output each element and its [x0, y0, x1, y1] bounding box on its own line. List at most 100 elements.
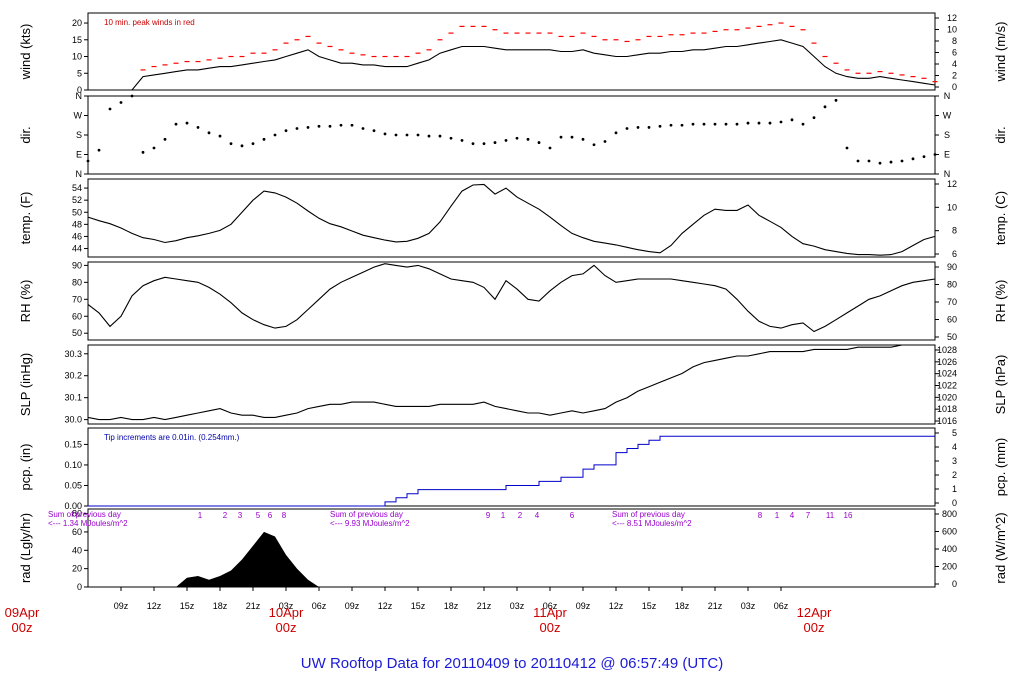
- radiation-hour-marker: 9: [486, 511, 491, 520]
- panel-pcp: pcp. (in) pcp. (mm) 0.00 0.05 0.10 0.15 0 1 2 3 4 5…: [18, 427, 1008, 511]
- y-tick-label-right: 70: [947, 297, 957, 307]
- dir-point: [207, 131, 211, 135]
- y-tick-label: 90: [72, 260, 82, 270]
- y-tick-label: 46: [72, 231, 82, 241]
- y-tick-label: 20: [72, 564, 82, 574]
- y-tick-label: 40: [72, 545, 82, 555]
- dir-point: [119, 101, 123, 104]
- y-tick-label: 15: [72, 35, 82, 45]
- dir-point: [548, 146, 552, 150]
- dir-point: [372, 129, 376, 133]
- day-label-hour: 00z: [540, 620, 561, 635]
- radiation-hour-marker: 1: [775, 511, 780, 520]
- x-tick-label: 06z: [774, 601, 789, 611]
- y-tick-label: 50: [72, 207, 82, 217]
- y-tick-label-right: 5: [952, 428, 957, 438]
- radiation-hour-marker: 8: [758, 511, 763, 520]
- y-tick-label: 30.3: [64, 349, 82, 359]
- y-tick-label-right: 10: [947, 202, 957, 212]
- dir-point: [713, 122, 717, 126]
- x-tick-label: 15z: [411, 601, 426, 611]
- dir-point: [724, 122, 728, 126]
- day-label-hour: 00z: [12, 620, 33, 635]
- dir-point: [108, 107, 112, 111]
- x-tick-label: 06z: [543, 601, 558, 611]
- y-tick-label-right: 1020: [937, 392, 957, 402]
- dir-point: [317, 124, 321, 128]
- dir-point: [779, 120, 783, 124]
- RH-series-line: [87, 263, 936, 333]
- radiation-sum-value: <--- 9.93 MJoules/m^2: [330, 519, 410, 528]
- y-tick-label-right: 4: [952, 442, 957, 452]
- y-tick-label-right: N: [944, 169, 951, 179]
- panel-frame: [87, 427, 936, 507]
- panel-rad: rad (Lgly/hr) rad (W/m^2)0204060800200400…: [18, 508, 1008, 592]
- radiation-hour-marker: 2: [518, 511, 523, 520]
- day-label-date: 09Apr: [5, 605, 40, 620]
- radiation-hour-marker: 16: [844, 511, 853, 520]
- x-tick-label: 06z: [312, 601, 327, 611]
- dir-point: [493, 141, 497, 144]
- y-tick-label-right: 1: [952, 484, 957, 494]
- y-tick-label-right: 6: [952, 48, 957, 58]
- radiation-sum-value: <--- 8.51 MJoules/m^2: [612, 519, 692, 528]
- panel-frame: [87, 178, 936, 258]
- y-tick-label: 52: [72, 195, 82, 205]
- dir-point: [570, 135, 574, 139]
- x-tick-label: 18z: [213, 601, 228, 611]
- y-tick-label: 30.1: [64, 393, 82, 403]
- panel-frame: [87, 95, 936, 175]
- y-tick-label-right: 0: [952, 498, 957, 508]
- y-tick-label-right: 1016: [937, 416, 957, 426]
- y-tick-label: 60: [72, 311, 82, 321]
- dir-point: [339, 123, 343, 127]
- y-tick-label-right: S: [944, 130, 950, 140]
- panel-RH: RH (%) RH (%) 50 60 70 80 90 50 60 70 80 90: [18, 260, 1008, 342]
- dir-point: [196, 126, 200, 129]
- y-tick-label-right: E: [944, 150, 950, 160]
- dir-point: [922, 155, 926, 159]
- y-tick-label: 30.2: [64, 371, 82, 381]
- x-tick-label: 21z: [477, 601, 492, 611]
- y-axis-label-right: rad (W/m^2): [993, 512, 1008, 583]
- y-tick-label: 30.0: [64, 415, 82, 425]
- radiation-sum-label: Sum of previous day: [48, 510, 121, 519]
- y-tick-label: 50: [72, 328, 82, 338]
- y-axis-label: RH (%): [18, 280, 33, 323]
- dir-point: [141, 150, 145, 154]
- y-tick-label: 0.00: [64, 501, 82, 511]
- y-axis-label-right: dir.: [993, 126, 1008, 143]
- y-axis-label-right: wind (m/s): [993, 22, 1008, 83]
- x-tick-label: 12z: [609, 601, 624, 611]
- y-tick-label-right: 1024: [937, 369, 957, 379]
- panels: wind (kts) wind (m/s)0510152002468101210 …: [18, 12, 1008, 592]
- panel-frame: [87, 261, 936, 341]
- dir-point: [284, 129, 288, 133]
- y-tick-label-right: N: [944, 91, 951, 101]
- y-tick-label-right: 4: [952, 59, 957, 69]
- dir-point: [306, 126, 310, 129]
- y-tick-label-right: 1026: [937, 357, 957, 367]
- y-axis-label: SLP (inHg): [18, 353, 33, 416]
- temp-series-line: [87, 183, 936, 256]
- y-tick-label: E: [76, 150, 82, 160]
- dir-point: [383, 132, 387, 136]
- dir-point: [790, 118, 794, 122]
- radiation-sum-label: Sum of previous day: [612, 510, 685, 519]
- y-tick-label-right: W: [943, 111, 952, 121]
- y-tick-label: 80: [72, 277, 82, 287]
- dir-point: [174, 122, 178, 126]
- y-tick-label-right: 8: [952, 36, 957, 46]
- day-label-date: 11Apr: [533, 605, 567, 620]
- y-tick-label-right: 3: [952, 456, 957, 466]
- radiation-hour-marker: 4: [535, 511, 540, 520]
- y-axis-label-right: SLP (hPa): [993, 355, 1008, 415]
- x-tick-label: 18z: [675, 601, 690, 611]
- radiation-sum-label: Sum of previous day: [330, 510, 403, 519]
- dir-point: [328, 124, 332, 128]
- dir-point: [845, 146, 849, 150]
- radiation-hour-marker: 5: [256, 511, 261, 520]
- radiation-hour-marker: 3: [238, 511, 243, 520]
- dir-point: [658, 124, 662, 128]
